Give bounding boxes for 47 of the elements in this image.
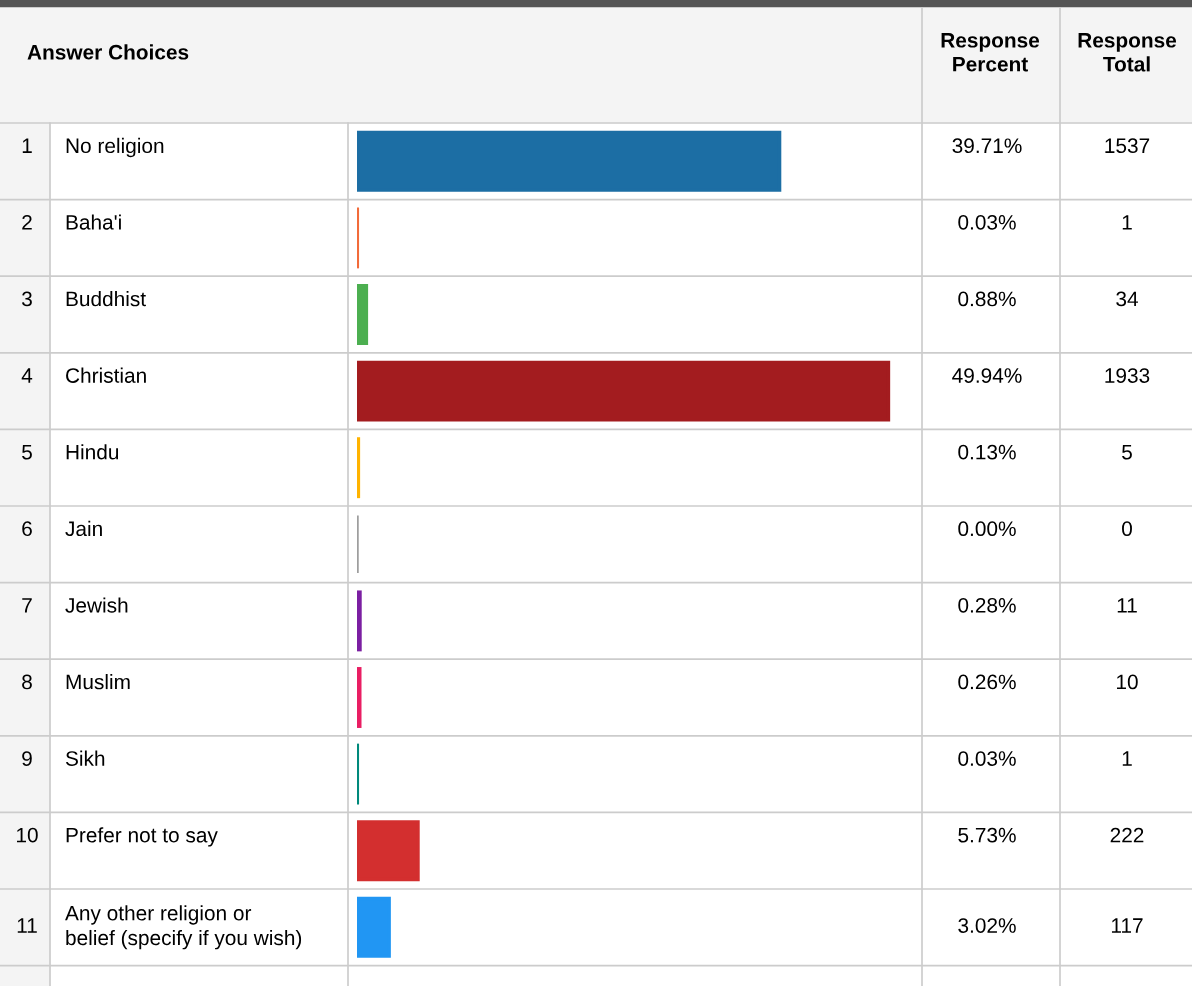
y-tick-label: Any other religion or belief (specify if you wish) — [65, 905, 302, 950]
data-label: 0.03% — [958, 214, 1016, 230]
text: 4 — [21, 368, 33, 383]
text: 6 — [22, 521, 32, 537]
y-tick-label: Muslim — [66, 674, 130, 690]
data-label: 0.28% — [958, 597, 1016, 613]
y-tick-label: Jain — [65, 520, 102, 537]
text: 34 — [1116, 291, 1138, 307]
data-label: 3.02% — [958, 918, 1016, 933]
data-label: 0.26% — [958, 674, 1016, 690]
y-tick-label: Baha'i — [66, 214, 121, 230]
data-label: 0.13% — [958, 444, 1016, 460]
y-tick-label: No religion — [66, 137, 164, 158]
y-tick-label: Jewish — [65, 597, 128, 613]
text: 11 — [1117, 598, 1137, 613]
text: 1537 — [1105, 138, 1150, 154]
text: 5 — [1122, 444, 1132, 460]
data-label: 0.00% — [958, 521, 1016, 537]
text: Response Total — [1078, 33, 1177, 72]
text: 9 — [22, 751, 32, 766]
text: 1 — [1122, 215, 1132, 230]
y-tick-label: Christian — [66, 367, 146, 383]
text: 10 — [17, 827, 38, 843]
y-tick-label: Buddhist — [66, 291, 146, 307]
text: 10 — [1117, 674, 1138, 690]
text: 0 — [1122, 521, 1132, 537]
y-tick-label: Hindu — [66, 444, 119, 460]
text: 2 — [22, 214, 32, 230]
data-label: 5.73% — [958, 827, 1016, 843]
data-label: 0.88% — [958, 291, 1016, 307]
data-label: 49.94% — [952, 368, 1022, 383]
text: 1 — [22, 138, 32, 153]
y-axis-title: Answer Choices — [27, 44, 189, 60]
text: 7 — [22, 598, 32, 613]
text: 3 — [22, 291, 32, 307]
text: 5 — [22, 444, 32, 460]
text: 222 — [1110, 827, 1144, 843]
data-label: 39.71% — [952, 138, 1022, 154]
y-tick-label: Sikh — [65, 750, 105, 766]
text: 11 — [17, 918, 37, 933]
text: 8 — [22, 674, 32, 690]
y-tick-label: Prefer not to say — [66, 827, 218, 847]
text: 1933 — [1105, 368, 1150, 383]
data-label: 0.03% — [958, 751, 1016, 766]
text: 1 — [1122, 751, 1132, 766]
text: 117 — [1111, 918, 1143, 933]
text: Response Percent — [941, 33, 1040, 72]
